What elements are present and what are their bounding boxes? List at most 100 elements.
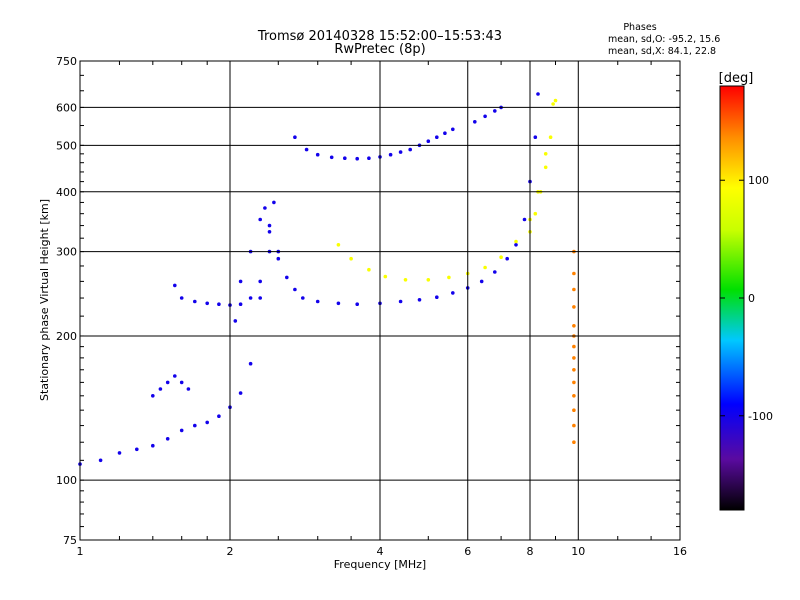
colorbar-label: [deg] <box>719 71 754 86</box>
data-point <box>572 344 576 349</box>
y-axis-label: Stationary phase Virtual Height [km] <box>38 199 51 401</box>
data-point <box>165 380 170 385</box>
phase-stats-o: mean, sd,O: -95.2, 15.6 <box>608 34 720 45</box>
data-point <box>258 279 263 284</box>
data-point <box>315 152 320 157</box>
y-tick-label: 200 <box>56 330 77 343</box>
data-point <box>435 135 439 139</box>
data-point <box>483 114 487 119</box>
data-point <box>193 423 197 428</box>
data-point <box>572 287 576 292</box>
data-point <box>514 243 518 247</box>
data-point <box>383 274 388 279</box>
x-tick-label: 16 <box>673 545 687 558</box>
data-point <box>572 324 576 328</box>
data-point <box>367 267 371 272</box>
data-point <box>572 423 576 428</box>
data-point <box>158 387 163 391</box>
phase-stats-x: mean, sd,X: 84.1, 22.8 <box>608 46 716 57</box>
data-point <box>267 230 272 234</box>
data-point <box>336 301 341 306</box>
y-tick-labels: 75 100 200 300 400 500 600 750 <box>56 55 77 547</box>
data-point <box>238 279 243 284</box>
data-point <box>553 98 558 103</box>
data-point <box>572 271 576 276</box>
data-point <box>179 296 184 300</box>
data-point <box>329 155 334 160</box>
data-point <box>543 152 548 156</box>
data-point <box>493 270 497 274</box>
data-point <box>408 147 413 152</box>
data-point <box>417 298 422 302</box>
data-point <box>285 275 289 280</box>
data-point <box>179 380 184 385</box>
data-point <box>451 291 455 295</box>
y-tick-label: 500 <box>56 139 77 152</box>
data-point <box>572 440 576 445</box>
data-point <box>276 256 281 261</box>
data-point <box>543 165 548 170</box>
data-point <box>398 150 403 154</box>
data-point <box>572 394 576 398</box>
chart-title: Tromsø 20140328 15:52:00–15:53:43 <box>257 29 502 44</box>
data-point <box>205 301 209 306</box>
data-point <box>151 394 155 398</box>
data-point <box>479 279 484 284</box>
colorbar-tick-label: -100 <box>748 410 773 423</box>
data-point <box>572 380 576 385</box>
data-point <box>263 206 267 210</box>
data-point <box>343 156 347 160</box>
y-tick-label: 750 <box>56 55 77 68</box>
data-point <box>193 299 197 304</box>
data-point <box>267 223 272 228</box>
data-point <box>151 443 155 448</box>
x-tick-label: 10 <box>571 545 585 558</box>
data-point <box>483 265 487 270</box>
data-point <box>238 391 243 395</box>
data-point <box>258 217 263 222</box>
colorbar-tick-label: 100 <box>748 174 769 187</box>
data-point <box>451 127 455 132</box>
data-point <box>548 135 553 139</box>
y-tick-label: 300 <box>56 246 77 259</box>
data-point <box>572 408 576 413</box>
data-point <box>173 283 177 288</box>
x-tick-label: 8 <box>527 545 534 558</box>
data-point <box>533 211 538 216</box>
x-tick-label: 6 <box>464 545 471 558</box>
data-point <box>572 368 576 372</box>
data-point <box>135 447 139 452</box>
data-point <box>493 109 497 113</box>
data-point <box>293 287 297 292</box>
colorbar-ticks: 100 0 -100 <box>719 85 773 511</box>
y-tick-label: 75 <box>63 534 77 547</box>
y-tick-label: 100 <box>56 474 77 487</box>
data-point <box>258 296 263 300</box>
data-point <box>349 256 353 261</box>
x-axis-label: Frequency [MHz] <box>334 558 426 571</box>
y-tick-label: 600 <box>56 101 77 114</box>
data-point <box>217 302 221 307</box>
data-point <box>301 296 305 300</box>
data-point <box>217 414 221 419</box>
data-point <box>473 120 477 124</box>
data-point <box>304 147 309 152</box>
data-point <box>403 278 408 282</box>
data-point <box>572 356 576 360</box>
data-point <box>551 102 555 106</box>
data-point <box>355 156 360 161</box>
data-point <box>179 428 184 433</box>
grid-lines <box>80 61 680 540</box>
data-point <box>435 295 439 300</box>
data-point <box>315 299 320 304</box>
data-point <box>388 152 393 157</box>
data-point <box>272 200 276 205</box>
data-point <box>248 361 253 366</box>
colorbar-tick-label: 0 <box>748 292 755 305</box>
data-point <box>536 92 540 96</box>
y-tick-label: 400 <box>56 186 77 199</box>
data-point <box>165 437 170 441</box>
data-point <box>248 296 253 300</box>
data-traces <box>78 92 576 466</box>
